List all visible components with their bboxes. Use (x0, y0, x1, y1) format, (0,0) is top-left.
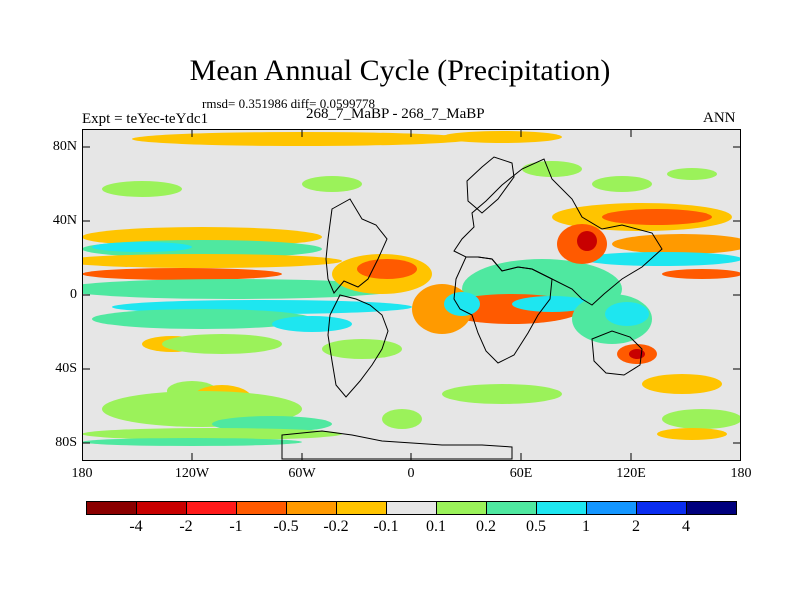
colorbar-box (336, 501, 387, 515)
colorbar-box (236, 501, 287, 515)
outline-australia (591, 330, 643, 376)
y-tick-label: 0 (70, 287, 77, 302)
rmsd-diff-stats: rmsd= 0.351986 diff= 0.0599778 (202, 96, 375, 111)
x-tick-label: 180 (730, 466, 752, 481)
precipitation-difference-map (82, 129, 741, 461)
continent-outlines (281, 156, 663, 460)
colorbar-box (386, 501, 437, 515)
colorbar-label: 2 (632, 518, 640, 535)
colorbar (86, 501, 737, 515)
colorbar-label: 0.2 (476, 518, 496, 535)
colorbar-box (636, 501, 687, 515)
colorbar-box (536, 501, 587, 515)
colorbar-box (136, 501, 187, 515)
outline-antarctica (281, 430, 513, 460)
colorbar-label: 4 (682, 518, 690, 535)
colorbar-box (586, 501, 637, 515)
colorbar-box (686, 501, 737, 515)
colorbar-box (86, 501, 137, 515)
colorbar-label: -0.2 (323, 518, 349, 535)
y-tick-label: 40N (52, 213, 77, 228)
colorbar-label: -2 (179, 518, 193, 535)
season-label: ANN (703, 110, 736, 126)
colorbar-label: -4 (129, 518, 143, 535)
colorbar-box (486, 501, 537, 515)
x-tick-label: 60E (509, 466, 533, 481)
colorbar-box (436, 501, 487, 515)
x-tick-label: 60W (288, 466, 316, 481)
colorbar-label: 0.1 (426, 518, 446, 535)
colorbar-label: 0.5 (526, 518, 546, 535)
colorbar-label: -1 (229, 518, 243, 535)
outline-africa (453, 256, 553, 364)
y-tick-label: 40S (55, 361, 77, 376)
y-tick-label: 80S (55, 435, 77, 450)
x-tick-label: 120E (616, 466, 646, 481)
anomaly-field (82, 131, 741, 446)
outline-greenland (466, 156, 515, 214)
x-tick-label: 120W (174, 466, 210, 481)
outline-south-america (327, 294, 389, 398)
axis-ticks (82, 129, 741, 461)
colorbar-box (186, 501, 237, 515)
figure-title: Mean Annual Cycle (Precipitation) (189, 54, 611, 87)
x-tick-label: 180 (71, 466, 93, 481)
colorbar-label: -0.1 (373, 518, 399, 535)
x-tick-label: 0 (407, 466, 415, 481)
comparison-label: 268_7_MaBP - 268_7_MaBP (306, 106, 485, 122)
experiment-label: Expt = teYec-teYdc1 (82, 111, 209, 127)
colorbar-box (286, 501, 337, 515)
outline-north-america (325, 198, 388, 294)
y-tick-label: 80N (52, 139, 77, 154)
colorbar-label: 1 (582, 518, 590, 535)
colorbar-label: -0.5 (273, 518, 299, 535)
